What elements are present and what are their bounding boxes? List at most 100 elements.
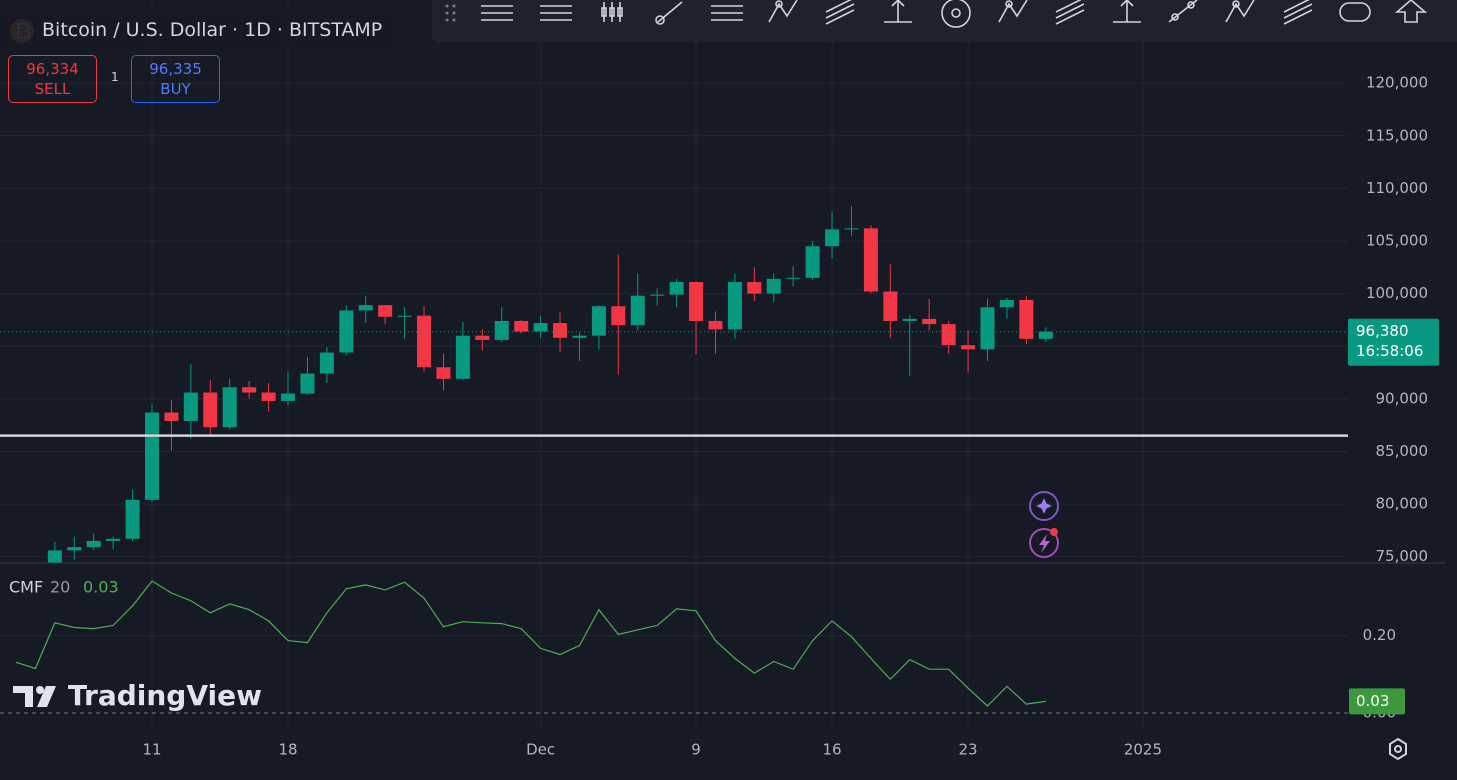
candle-body: [591, 306, 606, 336]
tool-stroke: [1005, 0, 1013, 8]
tool-icon[interactable]: [825, 0, 855, 25]
tool-icon[interactable]: [655, 1, 683, 25]
tool-stroke: [825, 9, 855, 25]
tool-icon[interactable]: [884, 0, 912, 23]
candle-body: [475, 335, 490, 340]
candle-body: [164, 412, 179, 421]
alerts-icon[interactable]: [1029, 528, 1059, 558]
y-tick-label: 115,000: [1366, 126, 1428, 144]
cmf-line: [15, 580, 1046, 707]
symbol-title: Bitcoin / U.S. Dollar · 1D · BITSTAMP: [42, 19, 383, 41]
sell-text: SELL: [34, 80, 71, 98]
tool-icon[interactable]: [1055, 0, 1085, 25]
candle-body: [281, 393, 296, 401]
watermark: TradingView: [68, 679, 262, 712]
candle-body: [689, 282, 704, 321]
tool-stroke: [998, 0, 1028, 23]
candle-body: [436, 367, 451, 379]
y-tick-label: 100,000: [1366, 284, 1428, 302]
tool-stroke: [1168, 0, 1198, 23]
buy-button[interactable]: 96,335 BUY: [131, 55, 220, 103]
toolbar-grip: [452, 4, 456, 8]
candle-body: [106, 538, 121, 541]
x-tick-label: 23: [959, 741, 978, 759]
sell-button[interactable]: 96,334 SELL: [8, 55, 97, 103]
candle-body: [630, 295, 645, 326]
tool-stroke: [1113, 0, 1141, 23]
candle-body: [300, 373, 315, 394]
candle-body: [669, 282, 684, 295]
tool-icon[interactable]: [941, 0, 971, 28]
tool-icon[interactable]: [711, 5, 743, 21]
spread: 1: [111, 70, 119, 84]
buy-text: BUY: [160, 80, 191, 98]
tool-icon[interactable]: [1339, 2, 1371, 22]
candle-body: [999, 299, 1014, 308]
candle-body: [727, 282, 742, 330]
tool-icon[interactable]: [998, 0, 1028, 23]
buy-price: 96,335: [149, 60, 202, 78]
candle-body: [514, 320, 529, 332]
tool-stroke: [825, 3, 855, 19]
x-tick-label: 18: [278, 741, 297, 759]
tool-stroke: [1055, 9, 1085, 25]
last-price-label: 96,380: [1356, 322, 1409, 340]
indicator-value-label: 0.03: [1356, 692, 1389, 710]
symbol-header[interactable]: Bitcoin / U.S. Dollar · 1D · BITSTAMP: [0, 9, 393, 51]
tool-stroke: [601, 7, 607, 17]
toolbar-grip: [452, 11, 456, 15]
candle-body: [417, 315, 432, 368]
candle-body: [494, 320, 509, 340]
candle-body: [1019, 299, 1034, 339]
candle-body: [261, 392, 276, 401]
x-tick-label: 16: [823, 741, 842, 759]
indicator-length: 20: [50, 578, 70, 597]
candle-body: [766, 278, 781, 294]
candle-body: [378, 305, 393, 317]
indicator-pane: [15, 580, 1046, 707]
candle-body: [455, 335, 470, 379]
tool-stroke: [941, 0, 971, 28]
tool-stroke: [768, 0, 798, 23]
candle-body: [339, 310, 354, 353]
toolbar-grip: [445, 18, 449, 22]
tool-stroke: [1055, 0, 1082, 13]
candle-body: [747, 282, 762, 294]
tool-icon[interactable]: [540, 5, 572, 21]
x-tick-label: 2025: [1124, 741, 1162, 759]
candle-body: [125, 499, 140, 539]
candle-body: [825, 229, 840, 247]
candle-body: [533, 323, 548, 332]
candle-body: [844, 228, 859, 230]
toolbar-icons: [445, 0, 1428, 28]
assistant-icon[interactable]: [1029, 491, 1059, 521]
countdown: 16:58:06: [1356, 342, 1423, 360]
y-tick-label: 105,000: [1366, 231, 1428, 249]
candle-body: [572, 335, 587, 338]
price-pane: [0, 206, 1348, 563]
tool-icon[interactable]: [481, 5, 513, 21]
tool-stroke: [884, 0, 912, 23]
tool-stroke: [617, 7, 623, 17]
tool-icon[interactable]: [1283, 0, 1313, 25]
tool-icon[interactable]: [601, 2, 623, 22]
tool-stroke: [657, 1, 683, 23]
y-tick-label: 75,000: [1376, 547, 1429, 565]
tool-icon[interactable]: [768, 0, 798, 23]
candle-body: [863, 228, 878, 292]
candle-body: [222, 387, 237, 428]
tool-icon[interactable]: [1168, 0, 1198, 23]
tool-stroke: [775, 0, 783, 8]
tool-icon[interactable]: [1225, 0, 1255, 23]
tool-icon[interactable]: [1394, 0, 1428, 23]
tool-icon[interactable]: [1113, 0, 1141, 23]
sell-price: 96,334: [26, 60, 79, 78]
candle-body: [145, 412, 159, 500]
settings-icon[interactable]: [1389, 737, 1407, 761]
x-tick-label: 9: [691, 741, 701, 759]
indicator-name: CMF: [9, 578, 43, 597]
tool-stroke: [1283, 3, 1313, 19]
tool-stroke: [1232, 0, 1240, 8]
